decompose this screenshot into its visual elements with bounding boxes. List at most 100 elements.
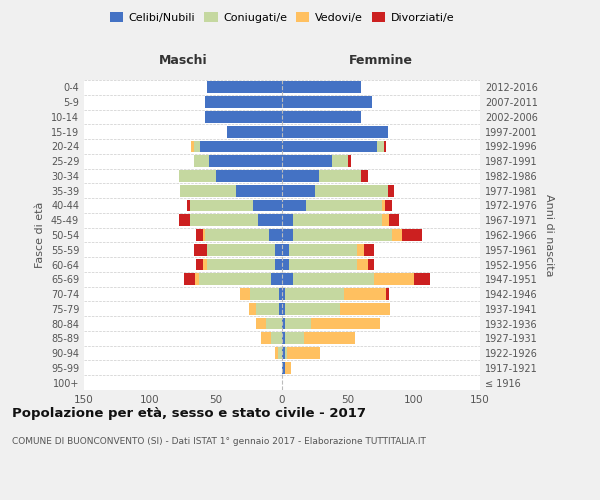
Bar [250,288,280,300]
Bar [304,332,355,344]
Bar [194,244,207,256]
Bar [282,288,284,300]
Bar [402,229,422,241]
Bar [196,258,203,270]
Bar [282,362,284,374]
Bar [190,214,258,226]
Bar [190,200,253,211]
Bar [385,200,392,211]
Bar [282,111,361,123]
Bar [256,303,280,314]
Bar [275,258,282,270]
Bar [200,140,282,152]
Bar [282,214,293,226]
Bar [374,274,414,285]
Bar [282,170,319,182]
Bar [287,347,320,359]
Bar [282,347,284,359]
Bar [382,200,385,211]
Bar [284,303,340,314]
Bar [388,185,394,196]
Bar [332,156,348,167]
Bar [203,229,205,241]
Bar [282,244,289,256]
Text: Maschi: Maschi [158,54,208,68]
Text: Femmine: Femmine [349,54,413,68]
Bar [340,303,390,314]
Bar [179,170,216,182]
Bar [205,229,269,241]
Bar [344,288,386,300]
Bar [282,140,377,152]
Bar [382,214,389,226]
Bar [282,258,289,270]
Bar [194,140,200,152]
Text: Popolazione per età, sesso e stato civile - 2017: Popolazione per età, sesso e stato civil… [12,408,366,420]
Bar [282,332,284,344]
Bar [377,140,383,152]
Bar [319,170,361,182]
Bar [284,318,311,330]
Bar [282,126,388,138]
Bar [357,258,368,270]
Bar [205,96,282,108]
Bar [181,185,236,196]
Bar [284,362,291,374]
Bar [184,274,195,285]
Bar [271,274,282,285]
Y-axis label: Fasce di età: Fasce di età [35,202,45,268]
Bar [282,156,332,167]
Bar [209,156,282,167]
Bar [282,303,284,314]
Bar [383,140,386,152]
Legend: Celibi/Nubili, Coniugati/e, Vedovi/e, Divorziati/e: Celibi/Nubili, Coniugati/e, Vedovi/e, Di… [106,8,458,28]
Bar [253,200,282,211]
Bar [282,96,372,108]
Bar [275,244,282,256]
Text: COMUNE DI BUONCONVENTO (SI) - Dati ISTAT 1° gennaio 2017 - Elaborazione TUTTITAL: COMUNE DI BUONCONVENTO (SI) - Dati ISTAT… [12,438,426,446]
Bar [203,258,207,270]
Bar [361,170,368,182]
Bar [315,185,388,196]
Bar [348,156,350,167]
Bar [392,229,402,241]
Bar [293,229,392,241]
Bar [266,318,282,330]
Bar [207,82,282,94]
Bar [216,170,282,182]
Bar [258,214,282,226]
Bar [196,229,203,241]
Bar [179,214,190,226]
Bar [293,274,374,285]
Bar [280,303,282,314]
Bar [280,288,282,300]
Bar [284,347,287,359]
Bar [357,244,364,256]
Bar [199,274,271,285]
Bar [306,200,382,211]
Bar [289,244,357,256]
Bar [284,288,344,300]
Bar [195,274,199,285]
Bar [275,347,278,359]
Bar [282,318,284,330]
Bar [261,332,271,344]
Bar [187,200,190,211]
Bar [191,140,194,152]
Y-axis label: Anni di nascita: Anni di nascita [544,194,554,276]
Bar [414,274,430,285]
Bar [282,82,361,94]
Bar [282,200,306,211]
Bar [227,126,282,138]
Bar [282,185,315,196]
Bar [205,111,282,123]
Bar [282,274,293,285]
Bar [311,318,380,330]
Bar [389,214,400,226]
Bar [271,332,282,344]
Bar [269,229,282,241]
Bar [249,303,256,314]
Bar [236,185,282,196]
Bar [278,347,282,359]
Bar [386,288,389,300]
